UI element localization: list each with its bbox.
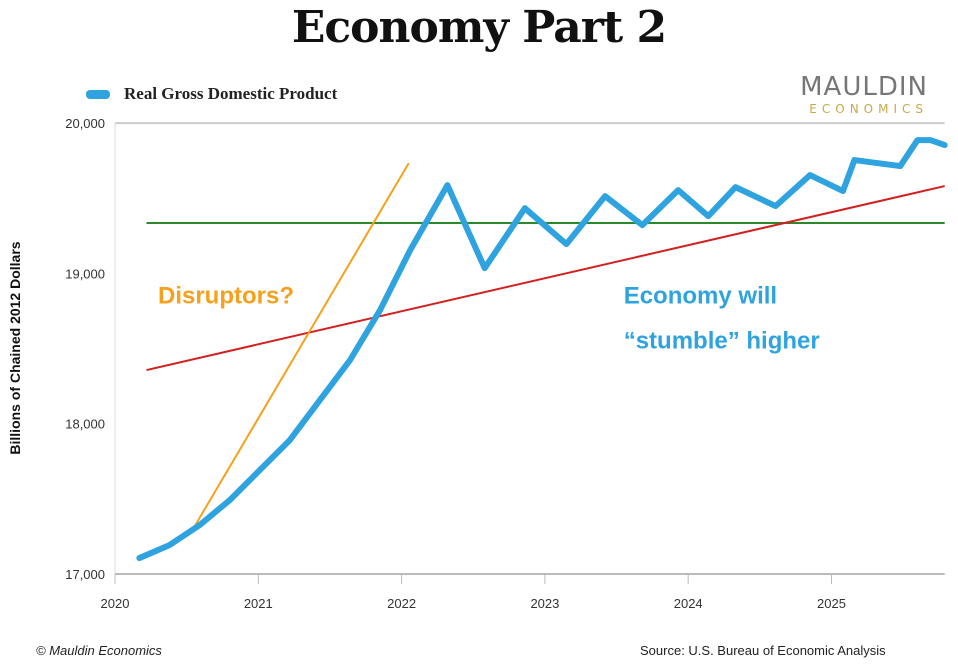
- mauldin-logo: MAULDIN ECONOMICS: [800, 72, 928, 116]
- y-tick-label: 20,000: [65, 116, 105, 131]
- x-tick-label: 2025: [817, 596, 846, 611]
- x-tick-label: 2022: [387, 596, 416, 611]
- x-tick-label: 2024: [674, 596, 703, 611]
- reference-line-trend-1: [146, 185, 945, 372]
- copyright: © Mauldin Economics: [36, 643, 162, 658]
- gdp-series-line: [136, 137, 948, 562]
- annotation-1: Economy will: [624, 282, 777, 309]
- x-tick-label: 2020: [101, 596, 130, 611]
- annotation-0: Disruptors?: [158, 282, 294, 309]
- x-tick-label: 2023: [530, 596, 559, 611]
- chart-title: Economy Part 2: [291, 2, 667, 53]
- legend: Real Gross Domestic Product: [86, 84, 337, 104]
- source-note: Source: U.S. Bureau of Economic Analysis: [640, 643, 886, 658]
- reference-line-trend-2: [191, 162, 410, 531]
- y-tick-label: 17,000: [65, 567, 105, 582]
- logo-line2: ECONOMICS: [809, 102, 928, 116]
- logo-line1: MAULDIN: [800, 72, 928, 102]
- y-tick-label: 18,000: [65, 417, 105, 432]
- x-tick-label: 2021: [244, 596, 273, 611]
- annotation-2: “stumble” higher: [624, 328, 820, 355]
- legend-label-gdp: Real Gross Domestic Product: [124, 84, 338, 103]
- legend-swatch-gdp: [86, 89, 110, 99]
- y-tick-label: 19,000: [65, 266, 105, 281]
